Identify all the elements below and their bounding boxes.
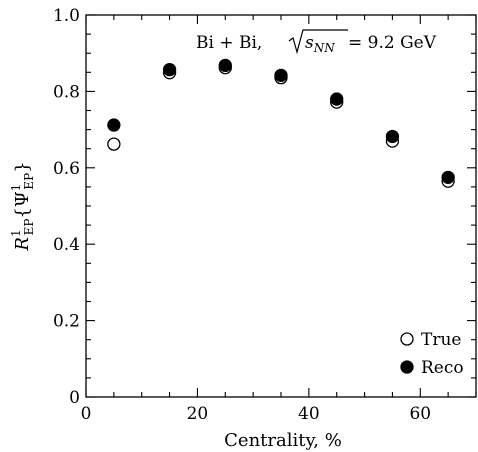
x-tick-label: 40 (298, 404, 320, 424)
x-tick-label: 20 (187, 404, 209, 424)
annotation-sqrt-inner: s (305, 33, 314, 53)
x-axis-title: Centrality, % (224, 430, 342, 451)
svg-text:Bi + Bi,: Bi + Bi, (196, 33, 262, 53)
x-tick-label: 60 (409, 404, 431, 424)
data-point-reco (107, 118, 121, 132)
y-title-arg-open: {Ψ (12, 191, 33, 218)
svg-text:sNN: sNN (305, 33, 335, 55)
data-points (107, 58, 455, 188)
y-title-arg-sub: EP (22, 173, 36, 190)
legend-marker-filled-circle (400, 360, 414, 374)
data-point-reco (441, 170, 455, 185)
collision-annotation: Bi + Bi, sNN = 9.2 GeV (196, 29, 437, 55)
legend-item-reco: Reco (400, 358, 464, 378)
y-tick-label: 1.0 (53, 6, 80, 26)
y-title-sup: 1 (9, 229, 23, 237)
annotation-sqrt-sub: NN (313, 41, 336, 55)
data-point-reco (385, 129, 400, 144)
sqrt-sign (288, 29, 348, 55)
y-title-base: R (12, 237, 33, 252)
svg-text:R1EP{Ψ1EP}: R1EP{Ψ1EP} (9, 161, 36, 251)
x-tick-label: 0 (81, 404, 92, 424)
axis-ticks (85, 14, 477, 398)
data-point-true (107, 137, 121, 151)
legend-marker-open-circle (400, 332, 414, 346)
svg-text:= 9.2 GeV: = 9.2 GeV (348, 33, 437, 53)
y-axis-title: R1EP{Ψ1EP} (9, 161, 36, 251)
data-point-reco (330, 92, 344, 106)
data-point-reco (218, 58, 232, 73)
legend-label-true: True (421, 330, 461, 350)
annotation-suffix: = 9.2 GeV (348, 33, 437, 53)
y-tick-label: 0.6 (53, 159, 80, 179)
legend-label-reco: Reco (421, 358, 464, 378)
y-tick-label: 0.4 (53, 235, 80, 255)
data-point-reco (274, 68, 288, 83)
y-title-arg-close: } (12, 161, 33, 172)
y-tick-label: 0 (69, 388, 80, 408)
data-point-reco (162, 62, 177, 77)
y-title-arg-sup: 1 (9, 184, 23, 192)
axis-tick-labels: 0 20 40 60 0 0.2 0.4 0.6 0.8 1.0 (53, 6, 431, 424)
y-tick-label: 0.2 (53, 312, 80, 332)
legend: True Reco (400, 330, 464, 378)
annotation-prefix: Bi + Bi, (196, 33, 262, 53)
series-reco (107, 58, 455, 185)
y-tick-label: 0.8 (53, 82, 80, 102)
legend-item-true: True (400, 330, 461, 350)
y-title-sub: EP (22, 219, 36, 236)
